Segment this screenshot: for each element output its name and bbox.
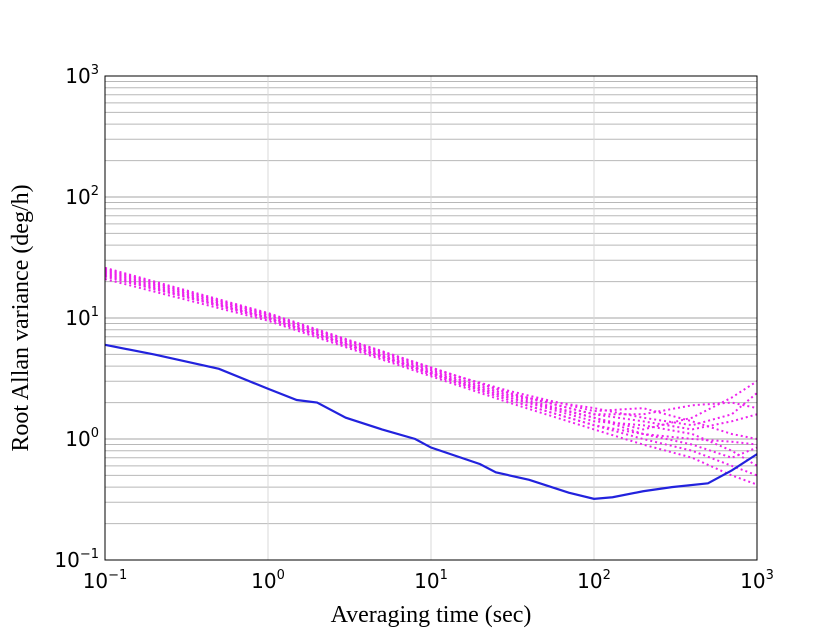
y-tick-label: 10−1	[54, 547, 99, 572]
series-line-dotted	[104, 278, 758, 486]
series-line-dotted	[104, 274, 758, 477]
y-tick-label: 100	[65, 426, 99, 451]
series-line-dotted	[104, 272, 758, 459]
x-tick-label: 10−1	[83, 568, 128, 593]
y-tick-label: 103	[65, 63, 99, 88]
series-line-dotted	[104, 269, 758, 427]
series-layer	[104, 266, 758, 500]
series-line-solid	[104, 343, 758, 500]
y-tick-label: 101	[65, 305, 99, 330]
y-tick-label: 102	[65, 184, 99, 209]
x-tick-label: 100	[251, 568, 285, 593]
x-axis-title: Averaging time (sec)	[331, 602, 532, 628]
x-tick-label: 102	[577, 568, 611, 593]
tick-labels: 10−1 100 101 102 103 10−1 100 101 102 103	[54, 63, 773, 593]
grid	[105, 76, 757, 560]
series-line-dotted	[104, 267, 758, 416]
x-tick-label: 101	[414, 568, 448, 593]
y-axis-title: Root Allan variance (deg/h)	[8, 184, 34, 451]
x-tick-label: 103	[740, 568, 774, 593]
plot-area-frame	[104, 75, 758, 561]
